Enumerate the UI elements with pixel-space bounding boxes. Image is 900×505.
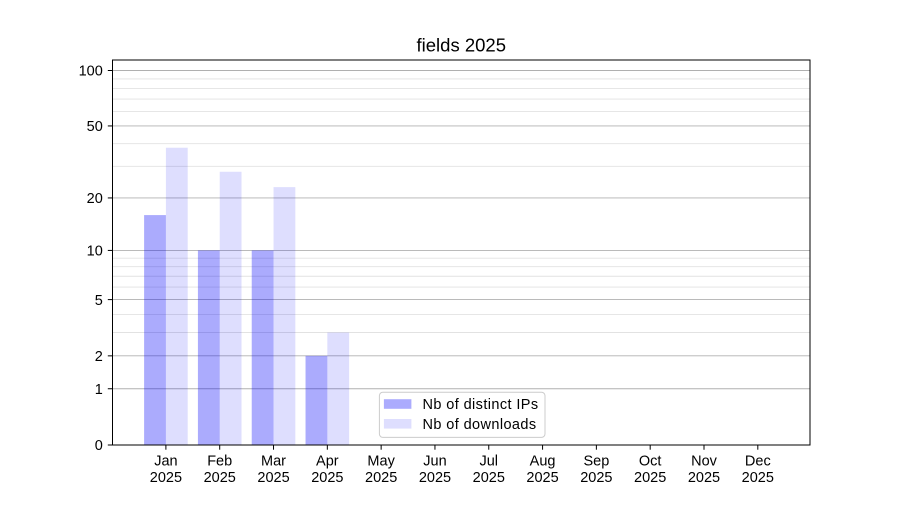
svg-text:May: May	[367, 454, 395, 470]
svg-text:Jul: Jul	[479, 454, 498, 470]
svg-text:2025: 2025	[419, 470, 451, 486]
svg-text:1: 1	[95, 382, 103, 398]
svg-text:Sep: Sep	[583, 454, 609, 470]
svg-text:2025: 2025	[634, 470, 666, 486]
svg-text:Nov: Nov	[691, 454, 718, 470]
svg-text:Jan: Jan	[154, 454, 177, 470]
svg-text:2025: 2025	[150, 470, 182, 486]
svg-text:Nb of distinct IPs: Nb of distinct IPs	[423, 397, 539, 413]
svg-text:Dec: Dec	[745, 454, 771, 470]
svg-text:10: 10	[87, 244, 103, 260]
svg-text:2025: 2025	[311, 470, 343, 486]
svg-text:Nb of downloads: Nb of downloads	[423, 417, 537, 433]
svg-text:Apr: Apr	[316, 454, 339, 470]
svg-text:fields 2025: fields 2025	[417, 34, 506, 55]
svg-text:2: 2	[95, 349, 103, 365]
svg-text:Mar: Mar	[261, 454, 286, 470]
svg-text:Jun: Jun	[423, 454, 446, 470]
svg-text:2025: 2025	[580, 470, 612, 486]
svg-text:20: 20	[87, 191, 103, 207]
svg-text:2025: 2025	[526, 470, 558, 486]
svg-text:2025: 2025	[204, 470, 236, 486]
svg-text:2025: 2025	[688, 470, 720, 486]
svg-text:2025: 2025	[257, 470, 289, 486]
svg-text:Oct: Oct	[639, 454, 662, 470]
svg-text:Feb: Feb	[207, 454, 232, 470]
svg-text:5: 5	[95, 293, 103, 309]
svg-text:100: 100	[79, 64, 103, 80]
svg-text:2025: 2025	[742, 470, 774, 486]
svg-text:0: 0	[95, 438, 103, 454]
svg-text:2025: 2025	[365, 470, 397, 486]
svg-text:2025: 2025	[473, 470, 505, 486]
svg-text:50: 50	[87, 119, 103, 135]
svg-text:Aug: Aug	[530, 454, 556, 470]
